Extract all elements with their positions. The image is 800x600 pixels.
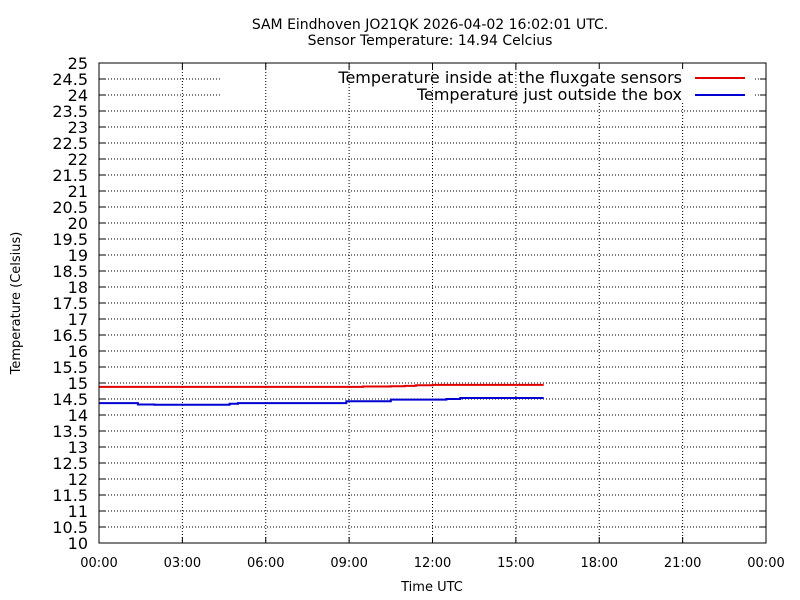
y-tick-label: 24 xyxy=(68,86,88,105)
plot-border xyxy=(98,62,767,544)
legend: Temperature inside at the fluxgate senso… xyxy=(337,68,745,104)
y-tick-label: 13 xyxy=(68,438,88,457)
x-tick-label: 18:00 xyxy=(581,556,618,571)
series-line-2 xyxy=(99,397,544,406)
legend-label-1: Temperature inside at the fluxgate senso… xyxy=(337,68,682,87)
y-axis-label: Temperature (Celsius) xyxy=(9,232,24,376)
series-lines xyxy=(99,383,544,406)
y-tick-label: 19.5 xyxy=(52,230,88,249)
y-tick-label: 11 xyxy=(68,502,88,521)
y-tick-label: 13.5 xyxy=(52,422,88,441)
grid xyxy=(99,63,766,543)
y-tick-label: 22.5 xyxy=(52,134,88,153)
chart-title: SAM Eindhoven JO21QK 2026-04-02 16:02:01… xyxy=(252,17,608,33)
y-tick-label: 12.5 xyxy=(52,454,88,473)
legend-label-2: Temperature just outside the box xyxy=(416,85,682,104)
y-tick-label: 19 xyxy=(68,246,88,265)
y-tick-label: 10.5 xyxy=(52,518,88,537)
y-tick-label: 20 xyxy=(68,214,88,233)
y-tick-label: 11.5 xyxy=(52,486,88,505)
y-tick-label: 15.5 xyxy=(52,358,88,377)
y-tick-label: 18.5 xyxy=(52,262,88,281)
y-tick-label: 21.5 xyxy=(52,166,88,185)
y-tick-label: 10 xyxy=(68,534,88,553)
y-tick-label: 16.5 xyxy=(52,326,88,345)
y-tick-label: 18 xyxy=(68,278,88,297)
y-tick-label: 24.5 xyxy=(52,70,88,89)
y-tick-label: 25 xyxy=(68,54,88,73)
y-tick-label: 17 xyxy=(68,310,88,329)
series-line-1 xyxy=(99,383,544,388)
y-tick-label: 23 xyxy=(68,118,88,137)
y-tick-label: 14.5 xyxy=(52,390,88,409)
y-tick-label: 14 xyxy=(68,406,88,425)
x-tick-label: 12:00 xyxy=(414,556,451,571)
y-tick-label: 22 xyxy=(68,150,88,169)
x-axis-label: Time UTC xyxy=(400,580,463,595)
y-tick-label: 15 xyxy=(68,374,88,393)
x-tick-label: 03:00 xyxy=(164,556,201,571)
y-tick-label: 17.5 xyxy=(52,294,88,313)
x-tick-label: 21:00 xyxy=(664,556,701,571)
x-tick-label: 09:00 xyxy=(330,556,367,571)
x-tick-label: 00:00 xyxy=(747,556,784,571)
x-tick-label: 06:00 xyxy=(247,556,284,571)
y-axis-ticks: 1010.51111.51212.51313.51414.51515.51616… xyxy=(52,54,766,553)
x-tick-label: 15:00 xyxy=(497,556,534,571)
y-tick-label: 12 xyxy=(68,470,88,489)
chart-subtitle: Sensor Temperature: 14.94 Celcius xyxy=(308,33,553,49)
y-tick-label: 20.5 xyxy=(52,198,88,217)
y-tick-label: 21 xyxy=(68,182,88,201)
y-tick-label: 16 xyxy=(68,342,88,361)
y-tick-label: 23.5 xyxy=(52,102,88,121)
x-tick-label: 00:00 xyxy=(80,556,117,571)
